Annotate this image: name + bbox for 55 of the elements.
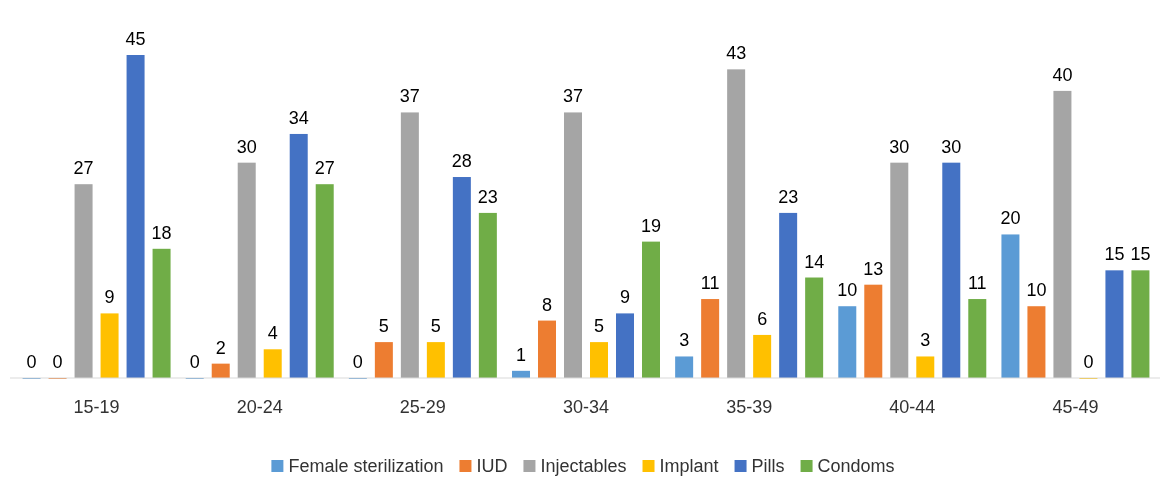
data-label: 27 bbox=[314, 158, 335, 179]
data-label: 5 bbox=[593, 316, 605, 337]
data-label: 30 bbox=[236, 136, 257, 157]
x-tick-label: 30-34 bbox=[562, 396, 610, 417]
data-label: 19 bbox=[640, 215, 662, 236]
x-tick-label: 40-44 bbox=[889, 396, 936, 417]
data-label: 8 bbox=[541, 294, 553, 315]
data-label: 23 bbox=[778, 186, 799, 207]
data-label: 37 bbox=[562, 86, 584, 107]
x-tick-label: 20-24 bbox=[236, 396, 283, 417]
data-label: 30 bbox=[941, 136, 962, 157]
legend-label: Implant bbox=[659, 456, 719, 476]
legend-label: Female sterilization bbox=[288, 456, 444, 476]
data-label: 18 bbox=[151, 222, 172, 243]
data-label: 0 bbox=[352, 352, 363, 372]
data-label: 10 bbox=[1026, 280, 1047, 301]
data-label: 11 bbox=[700, 273, 720, 294]
data-label: 15 bbox=[1104, 244, 1125, 265]
data-label: 0 bbox=[189, 352, 200, 372]
data-label: 9 bbox=[619, 287, 631, 308]
data-label: 10 bbox=[837, 280, 858, 301]
data-label: 2 bbox=[215, 337, 226, 358]
data-label: 20 bbox=[1000, 208, 1021, 229]
legend-label: Condoms bbox=[817, 456, 895, 476]
data-label: 13 bbox=[863, 258, 884, 279]
data-label: 34 bbox=[288, 107, 309, 128]
data-label: 27 bbox=[73, 158, 94, 179]
data-label: 6 bbox=[757, 308, 768, 329]
data-label: 4 bbox=[267, 323, 278, 344]
x-tick-label: 35-39 bbox=[726, 396, 773, 417]
data-label: 11 bbox=[967, 273, 987, 294]
data-label: 5 bbox=[430, 316, 441, 337]
data-label: 14 bbox=[804, 251, 825, 272]
data-label: 5 bbox=[378, 316, 389, 337]
data-label: 3 bbox=[920, 330, 931, 351]
data-label: 28 bbox=[451, 151, 472, 172]
legend-label: Injectables bbox=[540, 456, 627, 476]
x-tick-label: 15-19 bbox=[73, 396, 120, 417]
data-label: 30 bbox=[889, 136, 910, 157]
data-label: 37 bbox=[399, 86, 420, 107]
data-label: 23 bbox=[477, 186, 498, 207]
data-label: 0 bbox=[26, 352, 37, 372]
data-label: 9 bbox=[104, 287, 115, 308]
data-label: 45 bbox=[125, 29, 146, 49]
x-tick-label: 25-29 bbox=[399, 396, 446, 417]
data-label: 1 bbox=[515, 344, 527, 365]
data-label: 3 bbox=[679, 330, 690, 351]
data-label: 15 bbox=[1130, 244, 1151, 265]
legend-label: Pills bbox=[751, 456, 785, 476]
data-label: 43 bbox=[726, 43, 747, 64]
data-label: 0 bbox=[52, 352, 63, 372]
legend-label: IUD bbox=[476, 456, 508, 476]
data-label: 40 bbox=[1052, 64, 1073, 85]
x-tick-label: 45-49 bbox=[1052, 396, 1099, 417]
data-label: 0 bbox=[1083, 352, 1094, 372]
